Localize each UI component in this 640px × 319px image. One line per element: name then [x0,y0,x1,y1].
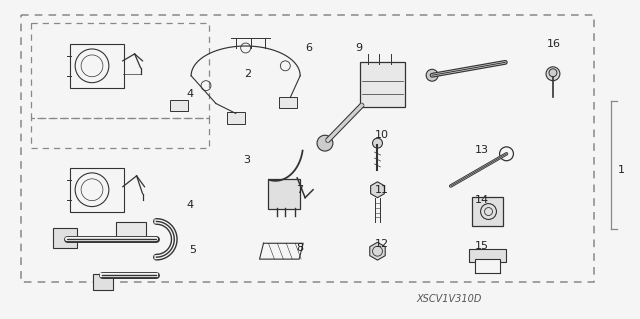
Polygon shape [468,249,506,262]
Polygon shape [371,182,385,198]
Text: 7: 7 [296,185,303,195]
Text: 5: 5 [189,245,196,255]
Text: 3: 3 [244,155,251,165]
Circle shape [372,138,383,148]
Text: 10: 10 [374,130,388,140]
Text: 12: 12 [374,239,388,249]
Text: 1: 1 [618,165,625,175]
Text: 8: 8 [296,243,303,253]
Bar [20,15,593,282]
FancyBboxPatch shape [93,274,113,290]
FancyBboxPatch shape [227,112,244,124]
Text: XSCV1V310D: XSCV1V310D [416,294,481,304]
Circle shape [317,135,333,151]
Text: 2: 2 [244,69,251,79]
Text: 14: 14 [475,195,489,205]
Circle shape [549,69,557,77]
Polygon shape [370,242,385,260]
Text: 9: 9 [356,43,363,53]
FancyBboxPatch shape [170,100,188,111]
Text: 11: 11 [374,185,388,195]
Text: 4: 4 [186,89,193,99]
FancyBboxPatch shape [116,222,145,238]
Bar [31,118,209,148]
FancyBboxPatch shape [268,179,300,209]
Text: 16: 16 [547,39,561,49]
FancyBboxPatch shape [279,97,297,108]
Text: 4: 4 [186,200,193,210]
Circle shape [546,67,560,81]
Text: 15: 15 [475,241,489,251]
FancyBboxPatch shape [360,62,405,108]
FancyBboxPatch shape [472,197,504,226]
Bar [31,23,209,118]
Text: 13: 13 [475,145,489,155]
Circle shape [426,69,438,81]
Text: 6: 6 [305,43,312,53]
FancyBboxPatch shape [53,228,77,248]
